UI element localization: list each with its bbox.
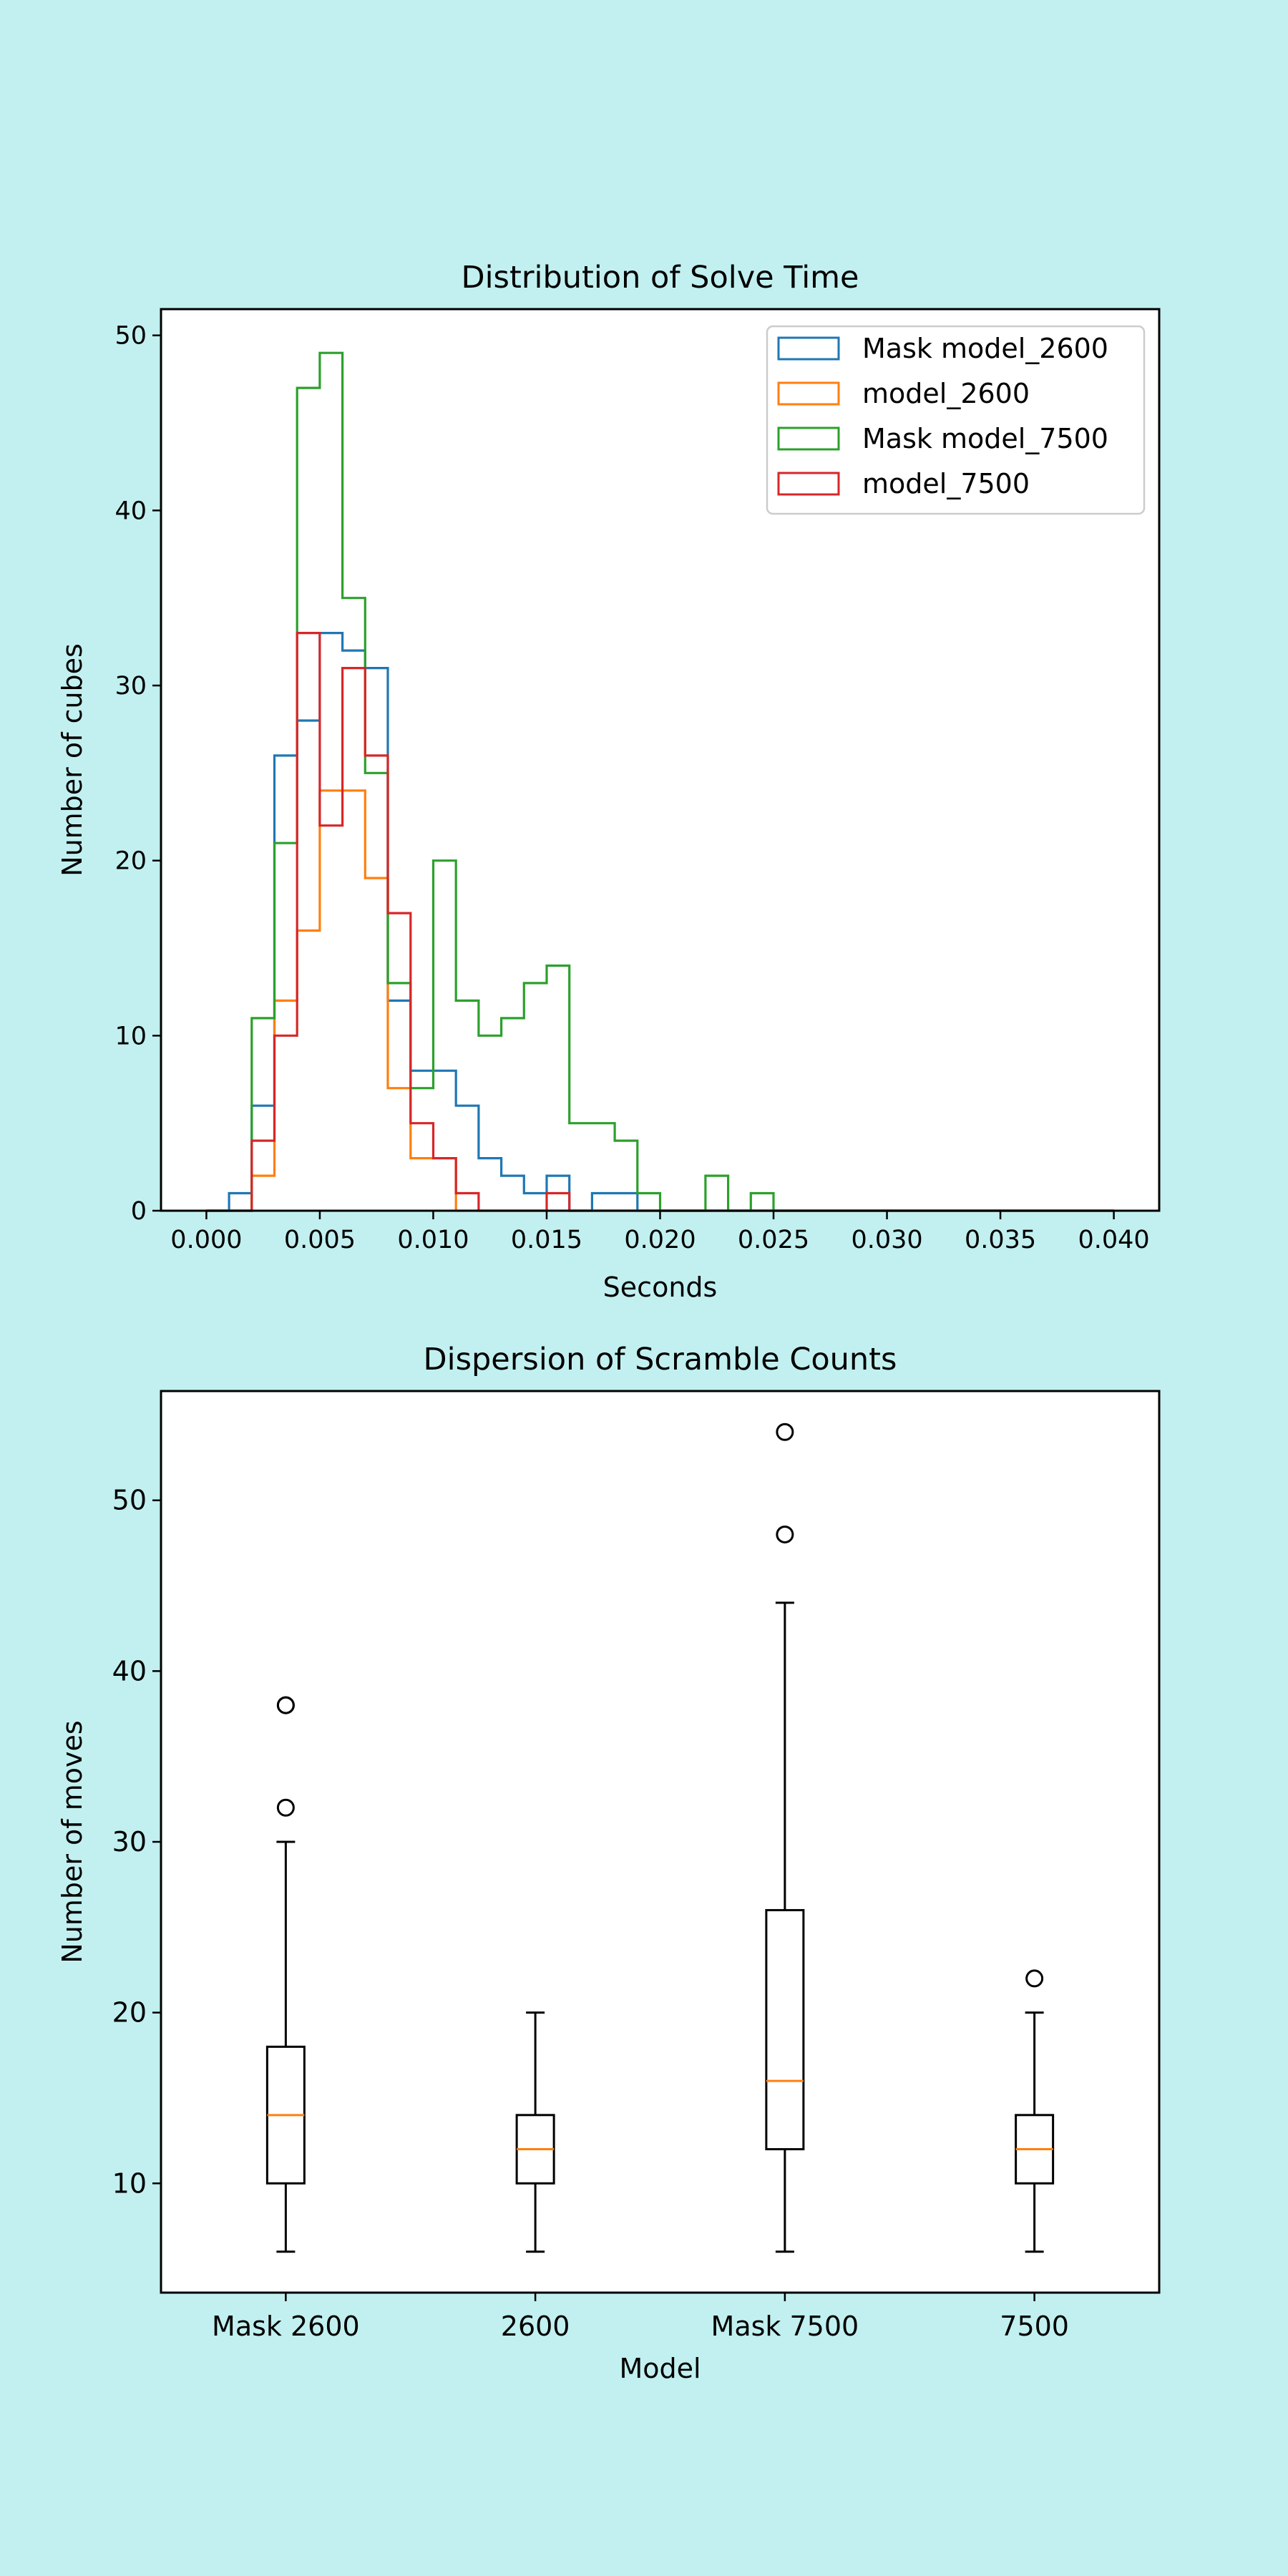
box-3 <box>1015 1969 1055 2253</box>
boxplot-x-ticks: Mask 2600 2600 Mask 7500 7500 <box>212 2293 1069 2342</box>
boxplot-title: Dispersion of Scramble Counts <box>424 1342 897 1377</box>
histogram-y-tick-label: 10 <box>114 1022 147 1050</box>
box-2 <box>765 1423 805 2253</box>
box-outlier <box>276 1696 295 1714</box>
box-outlier <box>776 1525 794 1543</box>
box-1 <box>515 2011 555 2253</box>
boxplot-boxes-group <box>265 1423 1055 2253</box>
legend-label: model_2600 <box>862 378 1030 409</box>
histogram-x-tick-label: 0.010 <box>397 1226 469 1254</box>
histogram-y-tick-label: 50 <box>114 322 147 351</box>
histogram-chart: Distribution of Solve Time Seconds Numbe… <box>57 260 1161 1303</box>
histogram-legend: Mask model_2600 model_2600 Mask model_750… <box>766 325 1146 515</box>
box-outlier <box>776 1423 794 1441</box>
boxplot-y-tick-label: 40 <box>112 1655 147 1687</box>
boxplot-y-tick-label: 20 <box>112 1997 147 2029</box>
boxplot-y-tick-label: 10 <box>112 2167 147 2199</box>
boxplot-x-axis-label: Model <box>619 2353 701 2384</box>
legend-frame <box>766 325 1146 515</box>
boxplot-chart: Dispersion of Scramble Counts Model Numb… <box>57 1342 1161 2384</box>
boxplot-x-tick-label: Mask 2600 <box>212 2311 360 2342</box>
box-outlier <box>1025 1969 1044 1988</box>
boxplot-plot-area <box>161 1391 1159 2293</box>
legend-swatch <box>777 381 840 406</box>
box-body <box>765 1908 805 2151</box>
legend-swatch <box>777 426 840 451</box>
histogram-x-tick-label: 0.040 <box>1078 1226 1149 1254</box>
box-outlier <box>276 1798 295 1817</box>
legend-label: Mask model_7500 <box>862 423 1108 454</box>
legend-swatch <box>777 472 840 496</box>
boxplot-frame <box>160 1390 1161 2294</box>
histogram-y-tick-label: 40 <box>114 497 147 525</box>
histogram-y-axis-label: Number of cubes <box>57 643 88 877</box>
boxplot-y-tick-label: 30 <box>112 1826 147 1858</box>
histogram-title: Distribution of Solve Time <box>462 260 859 296</box>
histogram-x-tick-label: 0.015 <box>511 1226 582 1254</box>
histogram-x-tick-label: 0.025 <box>738 1226 809 1254</box>
boxplot-y-axis-label: Number of moves <box>57 1720 88 1963</box>
box-0 <box>265 1696 306 2253</box>
boxplot-y-ticks: 10 20 30 40 50 <box>112 1485 161 2199</box>
histogram-y-tick-label: 20 <box>114 847 147 876</box>
histogram-x-tick-label: 0.035 <box>965 1226 1036 1254</box>
legend-label: Mask model_2600 <box>862 333 1108 364</box>
histogram-frame <box>160 308 1161 1212</box>
boxplot-x-tick-label: Mask 7500 <box>711 2311 859 2342</box>
histogram-y-tick-label: 30 <box>114 672 147 701</box>
histogram-x-tick-label: 0.000 <box>170 1226 242 1254</box>
histogram-x-tick-label: 0.020 <box>624 1226 696 1254</box>
histogram-y-ticks: 0 10 20 30 40 50 <box>114 322 161 1226</box>
histogram-x-ticks: 0.000 0.005 0.010 0.015 0.020 0.025 0.030 0.035… <box>170 1211 1150 1254</box>
boxplot-y-tick-label: 50 <box>112 1485 147 1516</box>
boxplot-x-tick-label: 7500 <box>1000 2311 1069 2342</box>
histogram-y-tick-label: 0 <box>131 1197 147 1226</box>
histogram-x-axis-label: Seconds <box>603 1272 718 1303</box>
histogram-x-tick-label: 0.030 <box>851 1226 922 1254</box>
legend-swatch <box>777 336 840 361</box>
legend-label: model_7500 <box>862 468 1030 499</box>
boxplot-x-tick-label: 2600 <box>501 2311 570 2342</box>
histogram-x-tick-label: 0.005 <box>284 1226 356 1254</box>
